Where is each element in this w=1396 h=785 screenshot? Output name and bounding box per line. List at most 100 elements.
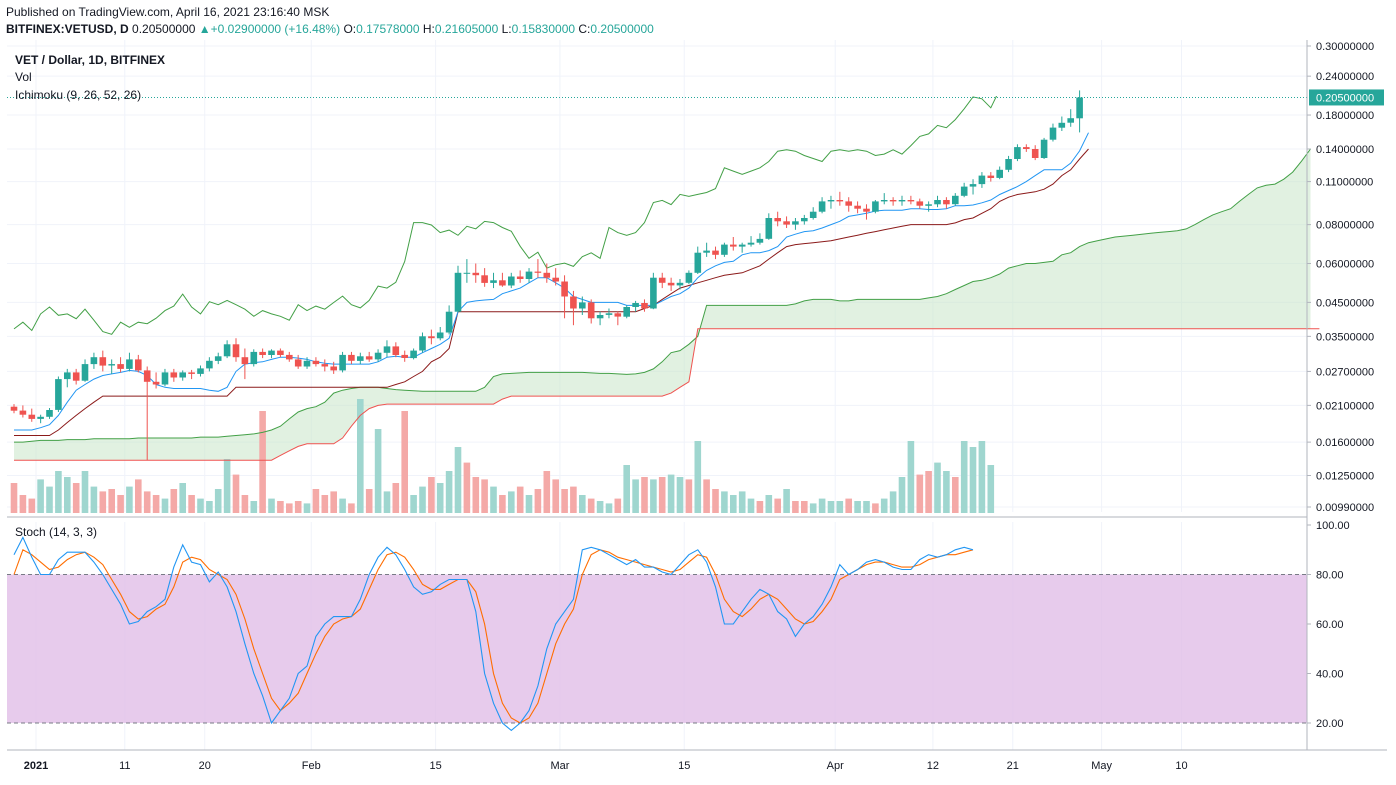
candle-body [623, 307, 630, 317]
volume-bar [436, 483, 444, 513]
volume-bar [827, 501, 835, 513]
volume-bar [712, 489, 719, 513]
volume-bar [792, 501, 799, 513]
volume-bar [117, 495, 124, 513]
volume-bar [170, 489, 178, 513]
volume-bar [37, 479, 44, 513]
volume-bar [898, 477, 906, 513]
candle-body [916, 201, 924, 206]
candle-body [81, 364, 89, 381]
candle-body [605, 313, 613, 315]
candle-body [987, 175, 995, 178]
candle-body [401, 354, 408, 358]
volume-bar [685, 479, 693, 513]
stoch-legend[interactable]: Stoch (14, 3, 3) [15, 525, 98, 539]
y-tick-label: 0.08000000 [1316, 220, 1374, 232]
x-tick-label: 15 [429, 760, 441, 772]
cloud-fill [14, 149, 1311, 461]
ichimoku-legend[interactable]: Ichimoku (9, 26, 52, 26) [15, 88, 142, 102]
candle-body [516, 276, 524, 279]
candle-body [658, 277, 666, 283]
volume-bar [952, 477, 959, 513]
candle-body [303, 360, 311, 367]
candle-body [880, 200, 888, 202]
y-tick-label: 0.24000000 [1316, 71, 1374, 83]
candle-body [632, 303, 639, 307]
x-tick-label: May [1091, 760, 1112, 772]
volume-bar [525, 495, 533, 513]
candle-body [765, 218, 773, 239]
volume-bar [365, 489, 373, 513]
volume-bar [987, 465, 995, 513]
symbol-info-line: BITFINEX:VETUSD, D 0.20500000 ▲+0.029000… [6, 22, 654, 36]
volume-bar [845, 498, 852, 513]
volume-bar [64, 477, 71, 513]
candle-body [294, 359, 302, 367]
volume-bar [46, 486, 53, 513]
candle-body [969, 184, 977, 187]
x-tick-label: 11 [119, 760, 130, 772]
volume-bar [428, 477, 435, 513]
volume-bar [374, 429, 382, 513]
candle-body [37, 416, 44, 419]
candle-body [55, 379, 62, 410]
volume-bar [605, 503, 613, 513]
y-tick-label: 0.01250000 [1316, 470, 1374, 482]
volume-bar [641, 477, 648, 513]
volume-bar [587, 498, 595, 513]
volume-bar [854, 501, 861, 513]
x-tick-label: 12 [927, 760, 939, 772]
candle-body [428, 336, 435, 339]
y-tick-label: 0.00990000 [1316, 502, 1374, 514]
volume-bar [721, 491, 728, 513]
volume-bar [570, 486, 577, 513]
volume-bar [756, 501, 764, 513]
volume-bar [197, 498, 204, 513]
volume-bar [809, 503, 817, 513]
volume-bar [303, 503, 311, 513]
candle-body [898, 200, 906, 202]
candle-body [472, 272, 480, 276]
volume-legend[interactable]: Vol [15, 70, 32, 84]
x-tick-label: Feb [302, 760, 321, 772]
stoch-tick-label: 100.00 [1316, 520, 1350, 532]
candle-body [188, 372, 195, 374]
volume-bar [312, 489, 320, 513]
volume-bar [543, 471, 551, 513]
candle-body [863, 208, 870, 212]
volume-bar [259, 411, 266, 513]
volume-bar [738, 491, 746, 513]
candle-body [135, 359, 142, 371]
candle-body [703, 250, 710, 253]
candle-body [152, 381, 160, 385]
candle-body [126, 359, 133, 369]
x-tick-label: 2021 [24, 760, 48, 772]
candle-body [286, 354, 293, 360]
candle-body [587, 302, 595, 319]
candle-body [64, 372, 71, 380]
volume-bar [214, 489, 222, 513]
volume-bar [410, 495, 417, 513]
y-tick-label: 0.30000000 [1316, 41, 1374, 53]
volume-bar [321, 495, 329, 513]
volume-bar [348, 503, 355, 513]
open-label: O: [343, 22, 357, 36]
volume-bar [694, 441, 702, 513]
candle-body [943, 200, 950, 205]
volume-bar [454, 447, 462, 513]
volume-bar [90, 486, 98, 513]
last-price-tag-label: 0.20500000 [1316, 92, 1374, 104]
chart-title[interactable]: VET / Dollar, 1D, BITFINEX [15, 53, 166, 67]
candle-body [490, 280, 497, 283]
volume-bar [55, 471, 62, 513]
candle-body [525, 271, 533, 279]
candle-body [277, 350, 284, 355]
volume-bar [650, 479, 657, 513]
volume-bar [579, 495, 586, 513]
candle-body [792, 221, 799, 225]
symbol-name[interactable]: BITFINEX:VETUSD, D [6, 22, 129, 36]
y-tick-label: 0.03500000 [1316, 331, 1374, 343]
candle-body [46, 410, 53, 417]
ichimoku-cloud [14, 149, 1311, 461]
